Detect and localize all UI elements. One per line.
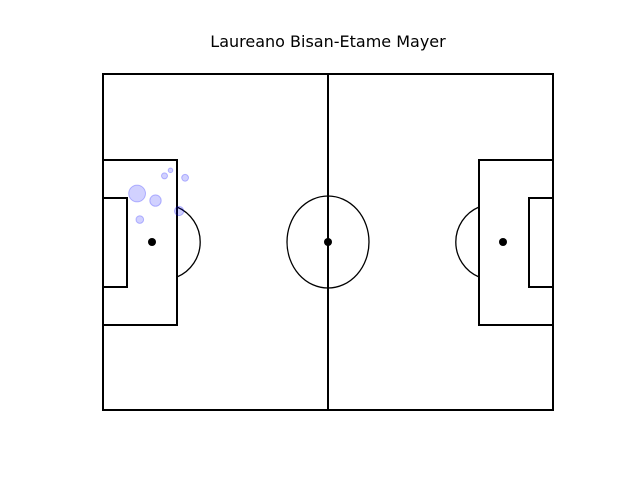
chart-title: Laureano Bisan-Etame Mayer [210,32,446,51]
left-penalty-box [102,159,178,326]
shot-marker [135,215,145,224]
scatter-markers [128,167,190,224]
right-penalty-arc [455,206,480,278]
shot-marker [167,167,174,174]
pitch-markings [102,73,554,411]
right-penalty-spot [499,238,507,246]
right-six-yard-box [528,197,554,288]
shot-marker [161,172,168,180]
shot-marker [181,173,190,182]
shot-marker [174,205,185,217]
right-penalty-box [478,159,554,326]
center-spot [324,238,332,246]
shot-marker [149,194,162,207]
center-circle [286,195,370,289]
left-penalty-arc [176,206,201,278]
pitch-spots [148,238,507,246]
left-six-yard-box [102,197,128,288]
left-penalty-spot [148,238,156,246]
shot-marker [128,184,147,203]
